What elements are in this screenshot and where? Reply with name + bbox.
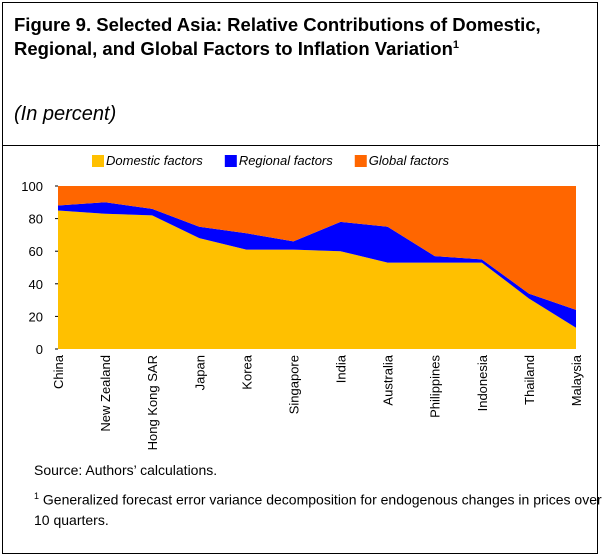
x-tick-label: Malaysia <box>569 354 584 406</box>
divider <box>2 145 600 146</box>
x-tick-label: Indonesia <box>475 354 490 411</box>
title-note: 1 <box>452 39 460 51</box>
x-tick-label: Hong Kong SAR <box>145 355 160 450</box>
footnote: Generalized forecast error variance deco… <box>34 491 602 528</box>
x-tick-label: New Zealand <box>98 355 113 432</box>
chart: Domestic factors Regional factors Global f… <box>21 153 584 450</box>
footnote-block: 1 Generalized forecast error variance de… <box>34 486 602 530</box>
legend-swatch <box>92 155 104 167</box>
legend-label: Global factors <box>369 153 450 168</box>
y-tick-label: 100 <box>21 179 43 194</box>
legend-swatch <box>354 155 367 167</box>
legend-label: Regional factors <box>239 153 333 168</box>
y-tick-label: 80 <box>29 212 43 227</box>
area <box>58 210 576 349</box>
x-tick-label: Japan <box>192 355 207 390</box>
legend-label: Domestic factors <box>106 153 203 168</box>
legend-swatch <box>224 155 237 167</box>
x-tick-label: Singapore <box>286 355 301 414</box>
notes: Source: Authors’ calculations. 1 General… <box>34 460 602 536</box>
area <box>58 186 576 310</box>
source: Source: Authors’ calculations. <box>34 462 218 478</box>
chart-title-block: Figure 9. Selected Asia: Relative Contri… <box>14 14 584 59</box>
frame <box>2 2 598 554</box>
x-tick-label: Australia <box>381 354 396 405</box>
chart-subtitle: (In percent) <box>14 103 117 125</box>
x-tick-label: India <box>334 354 349 383</box>
x-tick-label: China <box>51 354 66 389</box>
x-tick-label: Thailand <box>522 355 537 405</box>
chart-title: Figure 9. Selected Asia: Relative Contri… <box>14 14 541 60</box>
y-tick-label: 40 <box>29 277 43 292</box>
footnote-marker: 1 <box>34 491 40 501</box>
y-tick-label: 0 <box>36 342 43 357</box>
y-tick-label: 20 <box>29 309 43 324</box>
x-tick-label: Korea <box>239 354 254 389</box>
y-tick-label: 60 <box>29 244 43 259</box>
x-tick-label: Philippines <box>428 355 443 418</box>
